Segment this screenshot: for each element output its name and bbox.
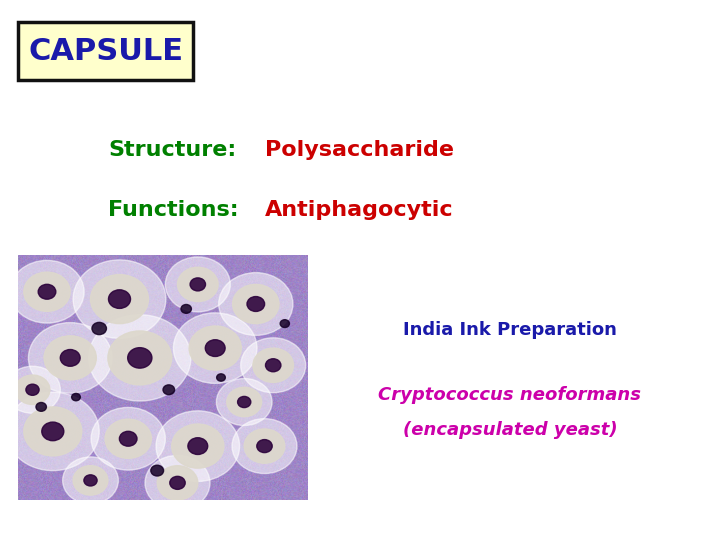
Circle shape: [24, 407, 82, 456]
Circle shape: [157, 465, 198, 500]
Circle shape: [232, 418, 297, 474]
Circle shape: [105, 419, 151, 458]
Circle shape: [36, 402, 46, 411]
Circle shape: [189, 326, 241, 370]
Circle shape: [92, 322, 107, 335]
Circle shape: [73, 465, 108, 495]
Text: Cryptococcus neoformans: Cryptococcus neoformans: [379, 386, 642, 404]
Circle shape: [28, 322, 112, 393]
Circle shape: [44, 336, 96, 380]
Text: Polysaccharide: Polysaccharide: [265, 140, 454, 160]
Circle shape: [63, 457, 118, 504]
Circle shape: [84, 475, 97, 486]
Circle shape: [42, 422, 64, 441]
Circle shape: [190, 278, 205, 291]
Circle shape: [240, 338, 306, 393]
Circle shape: [266, 359, 281, 372]
Circle shape: [166, 257, 230, 312]
Text: Functions:: Functions:: [108, 200, 238, 220]
Circle shape: [174, 313, 257, 383]
Circle shape: [38, 284, 56, 299]
Circle shape: [188, 438, 207, 455]
Circle shape: [257, 440, 272, 453]
Circle shape: [253, 348, 294, 382]
Text: Structure:: Structure:: [108, 140, 236, 160]
Circle shape: [91, 407, 166, 470]
Circle shape: [109, 290, 130, 308]
Circle shape: [72, 394, 81, 401]
Circle shape: [170, 476, 185, 489]
Circle shape: [217, 379, 272, 426]
Text: Antiphagocytic: Antiphagocytic: [265, 200, 454, 220]
Circle shape: [163, 385, 175, 395]
Circle shape: [217, 374, 225, 381]
Text: (encapsulated yeast): (encapsulated yeast): [402, 421, 617, 439]
Circle shape: [171, 424, 224, 468]
Circle shape: [73, 260, 166, 338]
Circle shape: [89, 315, 191, 401]
Circle shape: [4, 366, 60, 413]
Circle shape: [219, 273, 293, 335]
Circle shape: [156, 411, 240, 481]
Text: India Ink Preparation: India Ink Preparation: [403, 321, 617, 339]
Circle shape: [205, 340, 225, 356]
Circle shape: [91, 275, 148, 323]
Circle shape: [247, 296, 265, 312]
Circle shape: [127, 348, 152, 368]
Circle shape: [150, 465, 163, 476]
Circle shape: [120, 431, 137, 446]
FancyBboxPatch shape: [18, 22, 193, 80]
Circle shape: [15, 375, 50, 404]
Circle shape: [181, 305, 192, 313]
Circle shape: [238, 396, 251, 408]
Circle shape: [145, 455, 210, 510]
Circle shape: [227, 387, 261, 417]
Circle shape: [244, 429, 285, 463]
Circle shape: [108, 331, 171, 385]
Circle shape: [178, 267, 218, 301]
Circle shape: [60, 349, 80, 366]
Circle shape: [26, 384, 39, 395]
Text: CAPSULE: CAPSULE: [28, 37, 183, 65]
Circle shape: [280, 320, 289, 328]
Circle shape: [233, 285, 279, 323]
Circle shape: [6, 392, 99, 470]
Circle shape: [24, 272, 71, 312]
Circle shape: [10, 260, 84, 323]
